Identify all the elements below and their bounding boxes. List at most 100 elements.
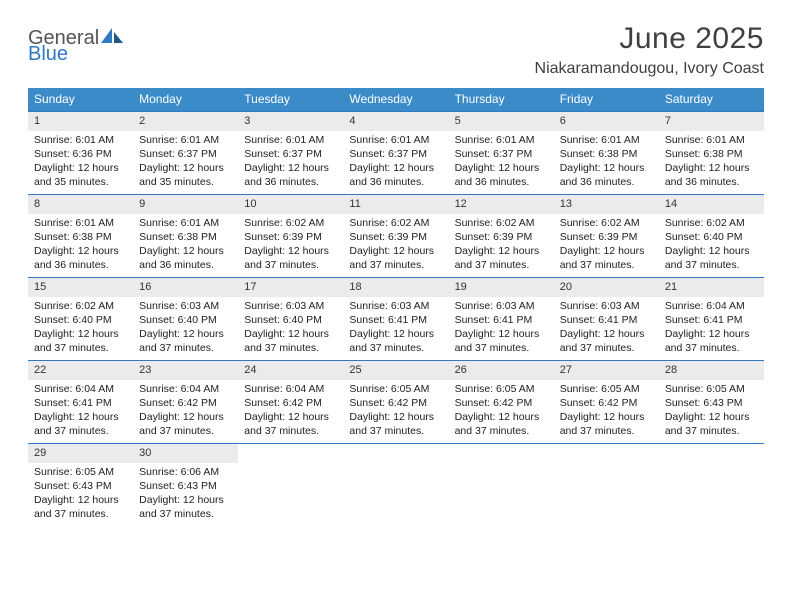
daylight-line-1: Daylight: 12 hours: [139, 244, 232, 258]
day-number: 24: [238, 361, 343, 380]
day-content: Sunrise: 6:05 AMSunset: 6:43 PMDaylight:…: [659, 380, 764, 443]
day-cell: 3Sunrise: 6:01 AMSunset: 6:37 PMDaylight…: [238, 112, 343, 194]
calendar: Sunday Monday Tuesday Wednesday Thursday…: [28, 88, 764, 526]
daylight-line-1: Daylight: 12 hours: [349, 244, 442, 258]
daylight-line-2: and 37 minutes.: [34, 341, 127, 355]
day-number: 3: [238, 112, 343, 131]
day-cell: 11 Sunrise: 6:02 AMSunset: 6:39 PMDayligh…: [343, 195, 448, 277]
daylight-line-1: Daylight: 12 hours: [349, 410, 442, 424]
day-content: Sunrise: 6:01 AMSunset: 6:37 PMDaylight:…: [343, 131, 448, 194]
day-cell: 24Sunrise: 6:04 AMSunset: 6:42 PMDayligh…: [238, 361, 343, 443]
day-number: 2: [133, 112, 238, 131]
sunrise-line: Sunrise: 6:02 AM: [349, 216, 442, 230]
day-number: 8: [28, 195, 133, 214]
weekday-wed: Wednesday: [343, 88, 448, 111]
day-content: Sunrise: 6:05 AMSunset: 6:42 PMDaylight:…: [449, 380, 554, 443]
day-content: Sunrise: 6:03 AMSunset: 6:40 PMDaylight:…: [238, 297, 343, 360]
day-content: Sunrise: 6:04 AMSunset: 6:41 PMDaylight:…: [659, 297, 764, 360]
sunrise-line: Sunrise: 6:02 AM: [665, 216, 758, 230]
weeks-container: 1Sunrise: 6:01 AMSunset: 6:36 PMDaylight…: [28, 111, 764, 526]
daylight-line-2: and 36 minutes.: [560, 175, 653, 189]
sunset-line: Sunset: 6:41 PM: [34, 396, 127, 410]
day-cell-empty: [449, 444, 554, 526]
sunset-line: Sunset: 6:42 PM: [244, 396, 337, 410]
daylight-line-1: Daylight: 12 hours: [34, 493, 127, 507]
day-cell: 17Sunrise: 6:03 AMSunset: 6:40 PMDayligh…: [238, 278, 343, 360]
logo-text-blue: Blue: [28, 43, 68, 65]
sunrise-line: Sunrise: 6:03 AM: [349, 299, 442, 313]
daylight-line-1: Daylight: 12 hours: [455, 161, 548, 175]
daylight-line-2: and 37 minutes.: [139, 424, 232, 438]
day-cell: 23Sunrise: 6:04 AMSunset: 6:42 PMDayligh…: [133, 361, 238, 443]
sunrise-line: Sunrise: 6:01 AM: [349, 133, 442, 147]
daylight-line-1: Daylight: 12 hours: [244, 327, 337, 341]
day-content: Sunrise: 6:05 AMSunset: 6:43 PMDaylight:…: [28, 463, 133, 526]
daylight-line-1: Daylight: 12 hours: [34, 327, 127, 341]
daylight-line-2: and 37 minutes.: [560, 341, 653, 355]
sunset-line: Sunset: 6:40 PM: [665, 230, 758, 244]
sunset-line: Sunset: 6:39 PM: [349, 230, 442, 244]
day-number: 16: [133, 278, 238, 297]
sunset-line: Sunset: 6:39 PM: [244, 230, 337, 244]
daylight-line-2: and 36 minutes.: [244, 175, 337, 189]
sunset-line: Sunset: 6:42 PM: [349, 396, 442, 410]
daylight-line-2: and 37 minutes.: [139, 507, 232, 521]
daylight-line-1: Daylight: 12 hours: [455, 327, 548, 341]
header: General Blue June 2025 Niakaramandougou,…: [28, 22, 764, 78]
day-number: 4: [343, 112, 448, 131]
day-cell: 2Sunrise: 6:01 AMSunset: 6:37 PMDaylight…: [133, 112, 238, 194]
weekday-header-row: Sunday Monday Tuesday Wednesday Thursday…: [28, 88, 764, 111]
daylight-line-2: and 37 minutes.: [665, 341, 758, 355]
sunrise-line: Sunrise: 6:02 AM: [560, 216, 653, 230]
day-content: Sunrise: 6:03 AMSunset: 6:41 PMDaylight:…: [554, 297, 659, 360]
daylight-line-2: and 36 minutes.: [665, 175, 758, 189]
sunset-line: Sunset: 6:37 PM: [349, 147, 442, 161]
day-content: Sunrise: 6:03 AMSunset: 6:40 PMDaylight:…: [133, 297, 238, 360]
sunset-line: Sunset: 6:41 PM: [455, 313, 548, 327]
daylight-line-2: and 37 minutes.: [349, 424, 442, 438]
daylight-line-1: Daylight: 12 hours: [665, 244, 758, 258]
sunrise-line: Sunrise: 6:01 AM: [34, 133, 127, 147]
sunset-line: Sunset: 6:41 PM: [665, 313, 758, 327]
day-number: 12: [449, 195, 554, 214]
daylight-line-2: and 37 minutes.: [244, 258, 337, 272]
day-number: 1: [28, 112, 133, 131]
week-row: 29Sunrise: 6:05 AMSunset: 6:43 PMDayligh…: [28, 443, 764, 526]
daylight-line-1: Daylight: 12 hours: [139, 327, 232, 341]
sunrise-line: Sunrise: 6:03 AM: [560, 299, 653, 313]
daylight-line-2: and 37 minutes.: [349, 258, 442, 272]
daylight-line-2: and 36 minutes.: [349, 175, 442, 189]
day-cell: 16Sunrise: 6:03 AMSunset: 6:40 PMDayligh…: [133, 278, 238, 360]
day-content: Sunrise: 6:04 AMSunset: 6:41 PMDaylight:…: [28, 380, 133, 443]
daylight-line-1: Daylight: 12 hours: [244, 244, 337, 258]
day-cell: 20Sunrise: 6:03 AMSunset: 6:41 PMDayligh…: [554, 278, 659, 360]
week-row: 8Sunrise: 6:01 AMSunset: 6:38 PMDaylight…: [28, 194, 764, 277]
day-content: Sunrise: 6:02 AMSunset: 6:39 PMDaylight:…: [238, 214, 343, 277]
sunset-line: Sunset: 6:42 PM: [560, 396, 653, 410]
logo-sail-icon: [101, 28, 123, 48]
day-number: 18: [343, 278, 448, 297]
day-content: Sunrise: 6:04 AMSunset: 6:42 PMDaylight:…: [133, 380, 238, 443]
day-cell-empty: [343, 444, 448, 526]
day-content: Sunrise: 6:01 AMSunset: 6:37 PMDaylight:…: [238, 131, 343, 194]
weekday-sun: Sunday: [28, 88, 133, 111]
daylight-line-1: Daylight: 12 hours: [349, 161, 442, 175]
day-content: Sunrise: 6:04 AMSunset: 6:42 PMDaylight:…: [238, 380, 343, 443]
location: Niakaramandougou, Ivory Coast: [535, 60, 764, 78]
sunset-line: Sunset: 6:40 PM: [34, 313, 127, 327]
day-number: 11: [343, 195, 448, 214]
day-number: 9: [133, 195, 238, 214]
day-content: Sunrise: 6:01 AMSunset: 6:36 PMDaylight:…: [28, 131, 133, 194]
day-cell: 13Sunrise: 6:02 AMSunset: 6:39 PMDayligh…: [554, 195, 659, 277]
sunrise-line: Sunrise: 6:01 AM: [139, 216, 232, 230]
sunrise-line: Sunrise: 6:01 AM: [34, 216, 127, 230]
daylight-line-2: and 37 minutes.: [244, 424, 337, 438]
day-cell: 26Sunrise: 6:05 AMSunset: 6:42 PMDayligh…: [449, 361, 554, 443]
day-number: 22: [28, 361, 133, 380]
daylight-line-1: Daylight: 12 hours: [560, 410, 653, 424]
logo: General Blue: [28, 22, 123, 64]
sunset-line: Sunset: 6:40 PM: [139, 313, 232, 327]
day-content: Sunrise: 6:01 AMSunset: 6:38 PMDaylight:…: [554, 131, 659, 194]
sunset-line: Sunset: 6:36 PM: [34, 147, 127, 161]
day-cell: 18Sunrise: 6:03 AMSunset: 6:41 PMDayligh…: [343, 278, 448, 360]
